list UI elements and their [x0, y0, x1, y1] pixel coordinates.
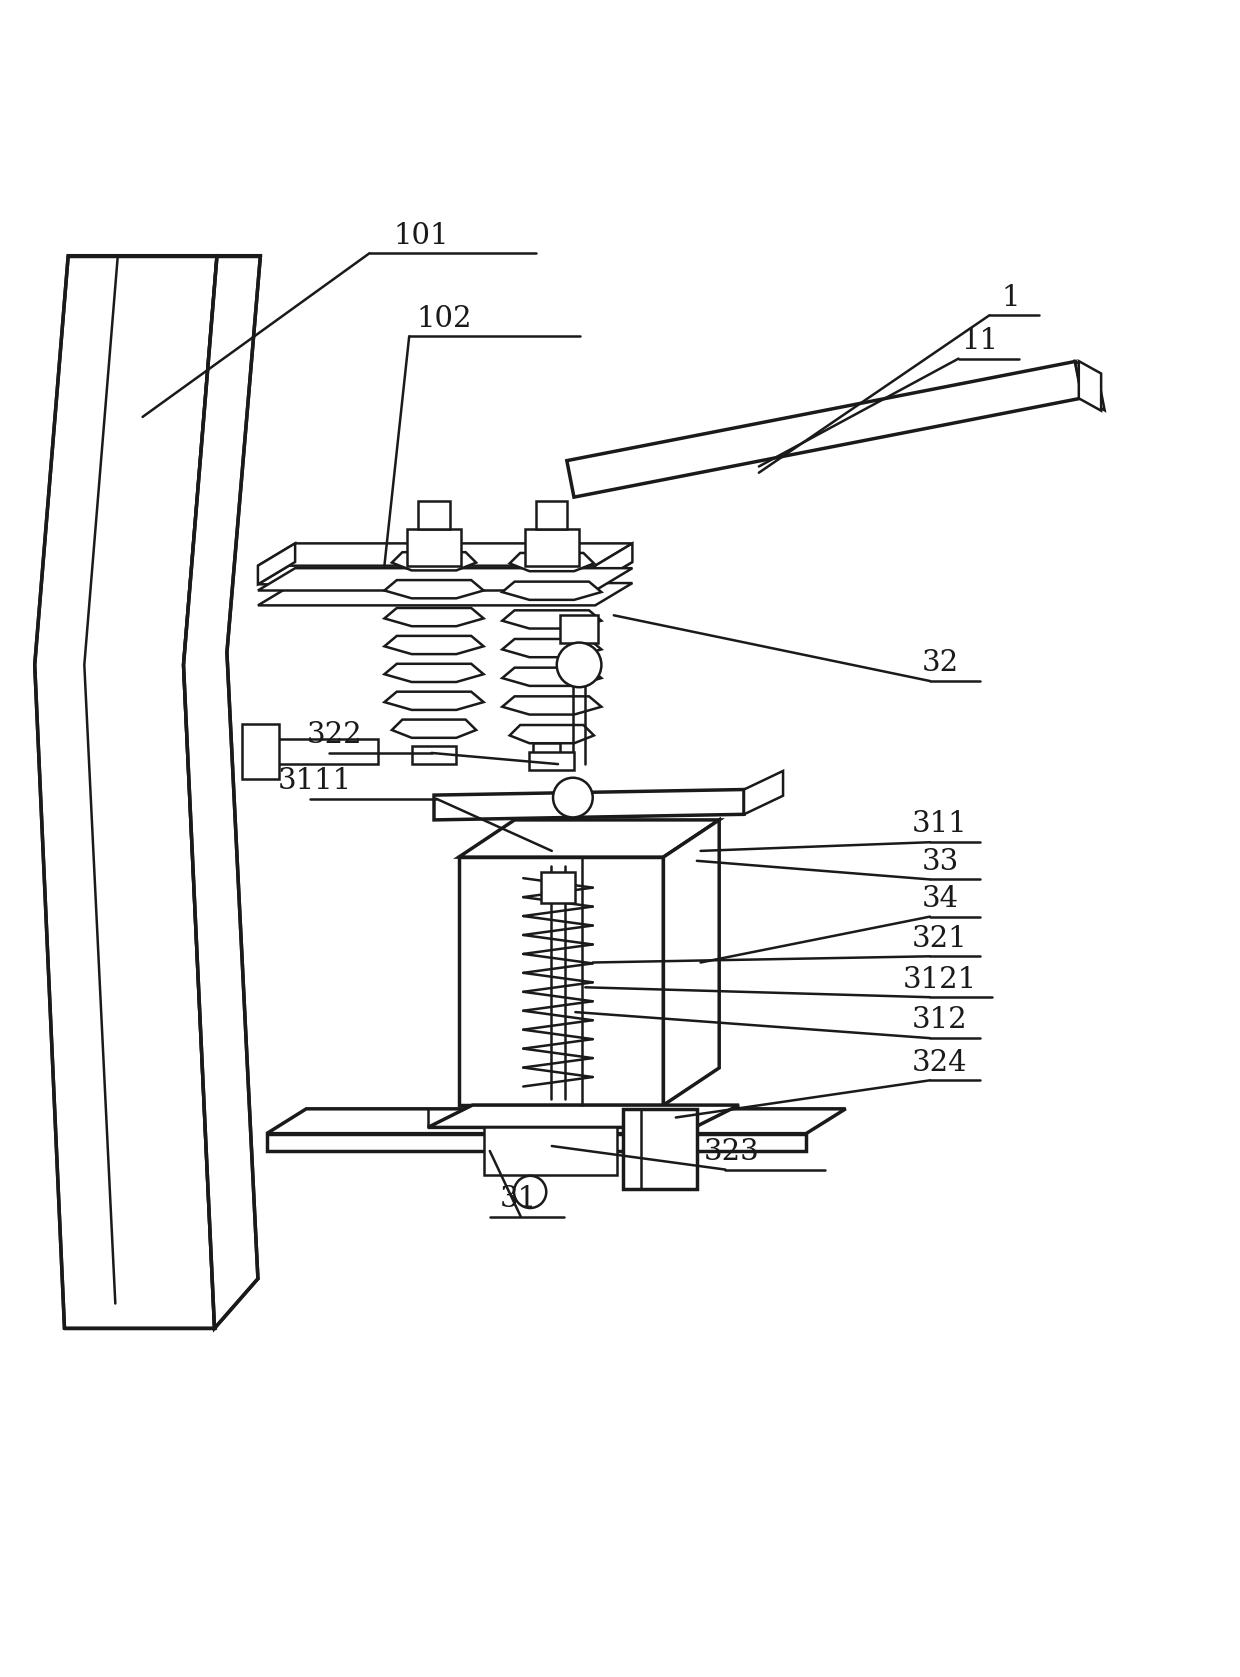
- Polygon shape: [258, 543, 632, 565]
- Polygon shape: [258, 543, 295, 584]
- Polygon shape: [502, 667, 601, 686]
- Polygon shape: [484, 1127, 616, 1174]
- Text: 34: 34: [921, 885, 959, 912]
- Polygon shape: [510, 553, 594, 572]
- Polygon shape: [418, 501, 449, 528]
- Text: 32: 32: [921, 649, 959, 678]
- Polygon shape: [407, 528, 461, 565]
- Polygon shape: [510, 724, 594, 743]
- Text: 33: 33: [921, 847, 959, 875]
- Polygon shape: [459, 820, 719, 857]
- Polygon shape: [384, 636, 484, 654]
- Circle shape: [553, 778, 593, 817]
- Polygon shape: [663, 820, 719, 1105]
- Text: 3111: 3111: [278, 766, 352, 795]
- Polygon shape: [267, 1108, 846, 1134]
- Polygon shape: [35, 255, 217, 1328]
- Polygon shape: [258, 562, 632, 584]
- Text: 322: 322: [308, 721, 362, 750]
- Text: 312: 312: [913, 1006, 967, 1035]
- Polygon shape: [533, 743, 560, 768]
- Polygon shape: [1079, 361, 1101, 411]
- Polygon shape: [412, 746, 456, 765]
- Polygon shape: [502, 639, 601, 657]
- Text: 31: 31: [500, 1186, 537, 1212]
- Polygon shape: [242, 724, 279, 780]
- Polygon shape: [529, 751, 574, 770]
- Polygon shape: [384, 609, 484, 626]
- Polygon shape: [560, 615, 598, 642]
- Polygon shape: [1075, 362, 1105, 411]
- Polygon shape: [525, 528, 579, 565]
- Polygon shape: [258, 740, 378, 765]
- Text: 102: 102: [417, 305, 471, 332]
- Polygon shape: [541, 872, 575, 902]
- Polygon shape: [595, 543, 632, 584]
- Polygon shape: [384, 691, 484, 709]
- Polygon shape: [567, 362, 1083, 496]
- Polygon shape: [258, 584, 632, 605]
- Text: 1: 1: [1002, 283, 1019, 312]
- Polygon shape: [428, 1105, 739, 1127]
- Polygon shape: [267, 1134, 806, 1150]
- Polygon shape: [502, 610, 601, 629]
- Circle shape: [557, 642, 601, 688]
- Polygon shape: [459, 857, 663, 1105]
- Polygon shape: [184, 255, 260, 1328]
- Polygon shape: [384, 664, 484, 683]
- Text: 323: 323: [704, 1139, 759, 1166]
- Text: 11: 11: [961, 327, 998, 356]
- Text: 3121: 3121: [903, 966, 977, 993]
- Polygon shape: [434, 790, 744, 820]
- Text: 311: 311: [913, 810, 967, 838]
- Polygon shape: [502, 696, 601, 714]
- Polygon shape: [536, 501, 568, 528]
- Polygon shape: [392, 552, 476, 570]
- Text: 321: 321: [913, 924, 967, 953]
- Polygon shape: [384, 580, 484, 599]
- Circle shape: [515, 1176, 547, 1207]
- Text: 101: 101: [394, 221, 449, 250]
- Polygon shape: [744, 771, 784, 815]
- Polygon shape: [502, 582, 601, 600]
- Polygon shape: [258, 569, 632, 590]
- Polygon shape: [622, 1108, 697, 1189]
- Text: 324: 324: [913, 1048, 967, 1077]
- Polygon shape: [392, 719, 476, 738]
